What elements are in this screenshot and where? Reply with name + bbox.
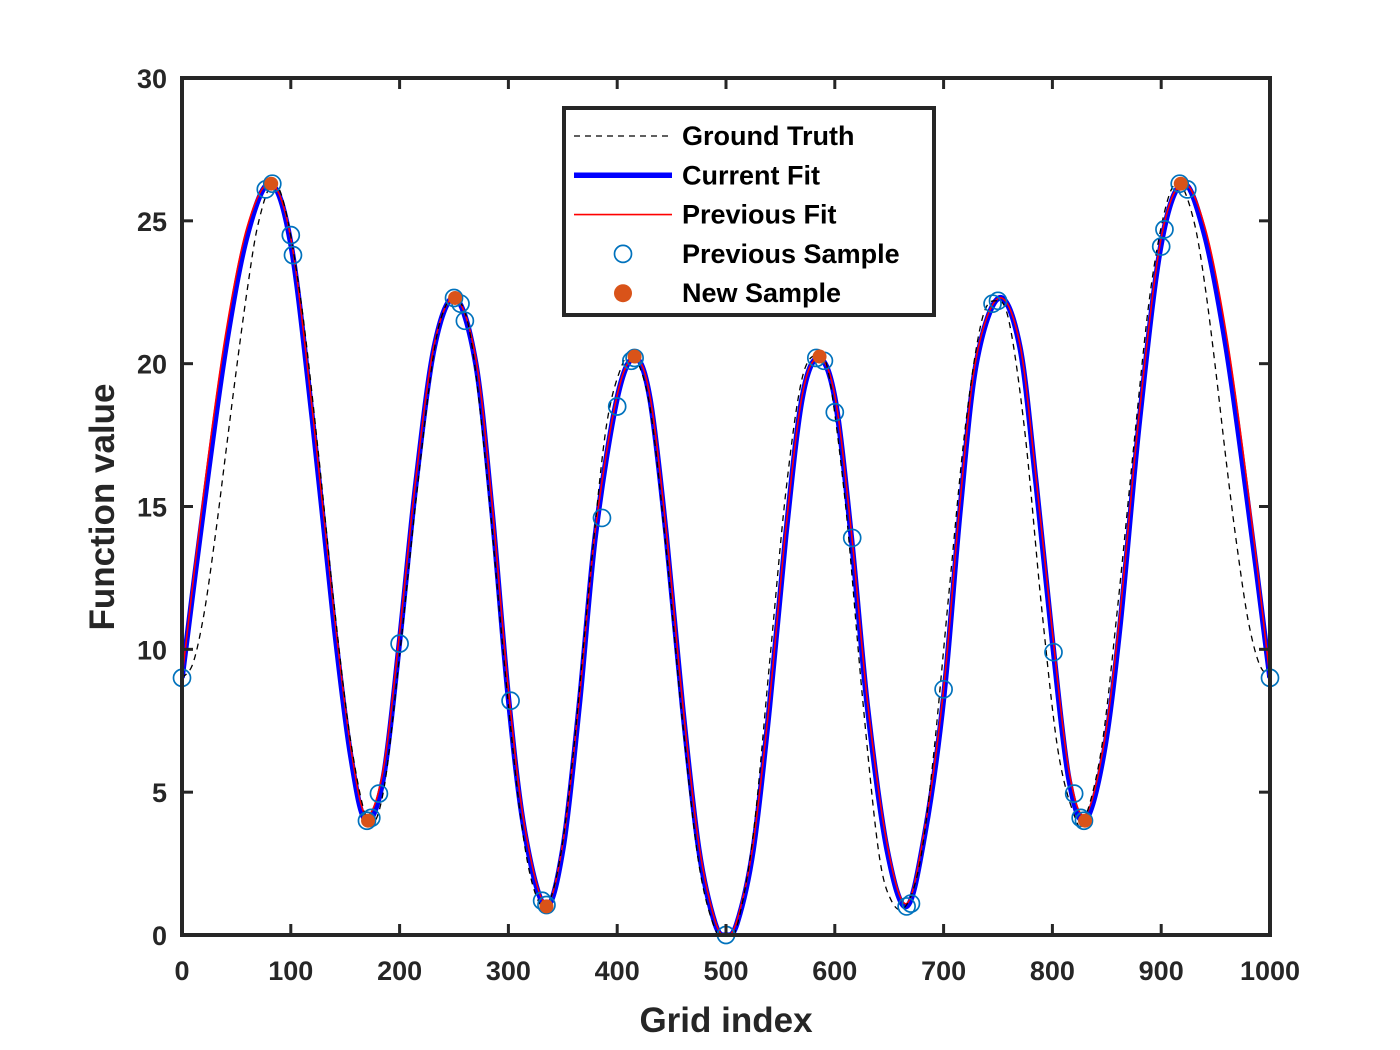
previous-sample-point [1155,220,1174,239]
x-tick-label: 800 [1030,956,1075,986]
previous-sample-point [897,897,916,916]
legend-box [562,106,936,317]
legend-label: New Sample [682,278,841,308]
legend-items: Ground Truth Current Fit Previous Fit Previ… [574,121,900,308]
new-sample-point [1173,176,1188,191]
new-sample-point [627,349,642,364]
legend: Ground Truth Current Fit Previous Fit Previ… [562,106,936,317]
previous-sample-point [1044,642,1063,662]
x-tick-label: 300 [486,956,531,986]
previous-sample-point [501,691,520,711]
legend-item-previous-fit: Previous Fit [574,200,837,230]
legend-label: Previous Sample [682,239,900,269]
legend-item-previous-sample: Previous Sample [613,239,900,269]
legend-item-ground-truth: Ground Truth [574,121,854,151]
previous-sample-point [281,225,301,245]
legend-label: Previous Fit [682,200,837,230]
x-tick-label: 200 [377,956,422,986]
y-tick-label: 10 [137,635,167,665]
previous-sample-point [625,348,644,368]
new-sample-point [812,349,827,364]
y-tick-label: 5 [152,778,167,808]
x-tick-label: 900 [1139,956,1184,986]
new-sample-point [448,290,463,305]
previous-sample-point [444,288,464,308]
new-sample-point [1078,813,1093,828]
y-tick-label: 0 [152,921,167,951]
y-tick-label: 20 [137,350,167,380]
previous-sample-point [842,528,862,548]
x-tick-label: 1000 [1240,956,1300,986]
x-tick-label: 700 [921,956,966,986]
previous-sample-point [1074,811,1094,831]
y-tick-label: 25 [137,207,167,237]
legend-item-new-sample: New Sample [614,278,841,308]
legend-label: Ground Truth [682,121,854,151]
previous-sample-point [934,679,953,699]
x-tick-label: 600 [812,956,857,986]
y-tick-label: 15 [137,493,167,523]
previous-sample-point [988,291,1008,311]
previous-sample-point [390,634,409,653]
x-axis-label: Grid index [639,1001,813,1040]
previous-sample-point [357,811,377,831]
tick-layer: 0 100 200 300 400 500 600 700 800 900 1000 0 5 10 15 20… [137,64,1300,986]
marker-layer [172,174,1280,945]
previous-sample-point [262,174,282,194]
legend-label: Current Fit [682,160,820,190]
new-sample-point [539,899,554,914]
previous-sample-point [283,245,303,265]
legend-swatch [613,244,633,264]
legend-swatch [614,284,632,303]
new-sample-point [361,813,376,828]
previous-sample-point [607,397,627,416]
previous-sample-point [592,508,612,528]
previous-sample-point [455,311,475,331]
previous-sample-point [825,402,845,422]
x-tick-label: 0 [174,956,189,986]
previous-sample-point [537,895,556,915]
series-line-ground-truth [182,182,1270,935]
new-sample-point [264,176,279,191]
previous-sample-point [369,784,389,803]
x-tick-label: 400 [595,956,640,986]
previous-sample-point [1064,784,1084,803]
y-axis-label: Function value [83,384,122,631]
previous-sample-point [901,894,921,913]
x-tick-label: 500 [703,956,748,986]
y-tick-label: 30 [137,64,167,94]
series-line-previous-fit [182,182,1270,935]
x-tick-label: 100 [268,956,313,986]
legend-item-current-fit: Current Fit [574,160,820,190]
